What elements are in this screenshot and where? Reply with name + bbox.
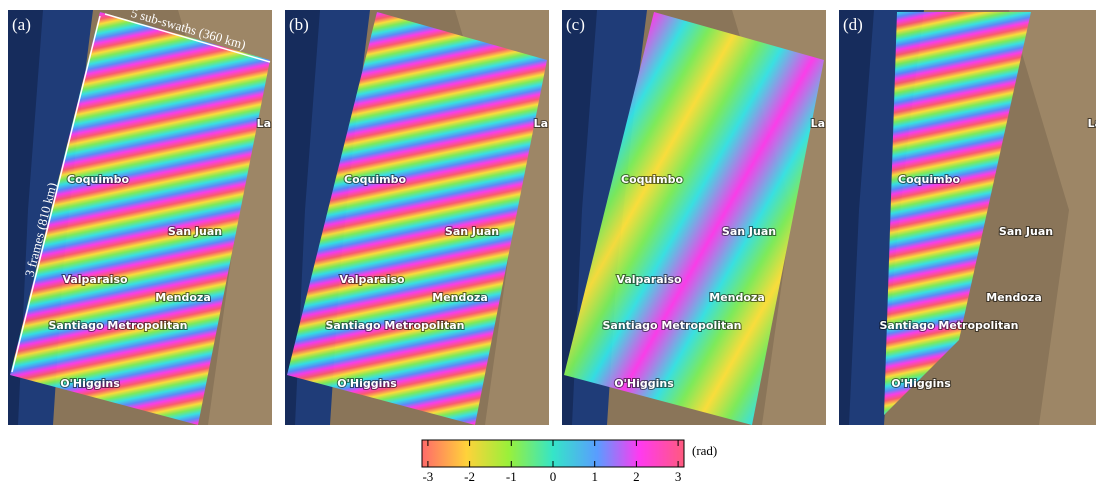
place-name: O'Higgins bbox=[60, 377, 120, 390]
place-name: San Juan bbox=[999, 225, 1053, 238]
place-name: Coquimbo bbox=[344, 173, 406, 186]
panel-label: (d) bbox=[843, 15, 863, 34]
tick-label: 3 bbox=[675, 469, 682, 484]
place-name: Valparaiso bbox=[616, 273, 682, 286]
place-name: La R bbox=[1088, 117, 1096, 130]
place-name: San Juan bbox=[168, 225, 222, 238]
tick-label: -1 bbox=[506, 469, 517, 484]
place-name: Coquimbo bbox=[621, 173, 683, 186]
place-name: Coquimbo bbox=[67, 173, 129, 186]
map-panel: (b) La R Coquimbo San Juan Valparaiso Mendoza… bbox=[285, 10, 561, 425]
figure: (a) La R Coquimbo San Juan Valparaiso Mendoza… bbox=[0, 0, 1096, 489]
place-name: Santiago Metropolitan bbox=[325, 319, 464, 332]
place-name: O'Higgins bbox=[891, 377, 951, 390]
colorbar-unit: (rad) bbox=[692, 443, 717, 458]
place-name: La R bbox=[257, 117, 284, 130]
place-name: O'Higgins bbox=[614, 377, 674, 390]
tick-label: -3 bbox=[422, 469, 433, 484]
map-panel: (c) La R Coquimbo San Juan Valparaiso Mendoza… bbox=[562, 10, 838, 425]
place-name: Mendoza bbox=[709, 291, 765, 304]
map-panel: (a) La R Coquimbo San Juan Valparaiso Mendoza… bbox=[8, 5, 284, 425]
place-name: O'Higgins bbox=[337, 377, 397, 390]
panel-label: (c) bbox=[566, 15, 585, 34]
place-name: Valparaiso bbox=[339, 273, 405, 286]
tick-label: 1 bbox=[591, 469, 598, 484]
place-name: Mendoza bbox=[986, 291, 1042, 304]
place-name: Coquimbo bbox=[898, 173, 960, 186]
tick-label: 2 bbox=[633, 469, 640, 484]
place-name: Mendoza bbox=[432, 291, 488, 304]
place-name: Santiago Metropolitan bbox=[602, 319, 741, 332]
map-panel: (d) La R Coquimbo San Juan Mendoza Santiago M… bbox=[839, 10, 1096, 425]
tick-label: -2 bbox=[464, 469, 475, 484]
place-name: Valparaiso bbox=[62, 273, 128, 286]
place-name: San Juan bbox=[722, 225, 776, 238]
place-name: Santiago Metropolitan bbox=[48, 319, 187, 332]
place-name: La R bbox=[534, 117, 561, 130]
place-name: La R bbox=[811, 117, 838, 130]
place-name: Santiago Metropolitan bbox=[879, 319, 1018, 332]
panel-label: (a) bbox=[12, 15, 31, 34]
tick-label: 0 bbox=[550, 469, 557, 484]
place-name: San Juan bbox=[445, 225, 499, 238]
panel-label: (b) bbox=[289, 15, 309, 34]
place-name: Mendoza bbox=[155, 291, 211, 304]
